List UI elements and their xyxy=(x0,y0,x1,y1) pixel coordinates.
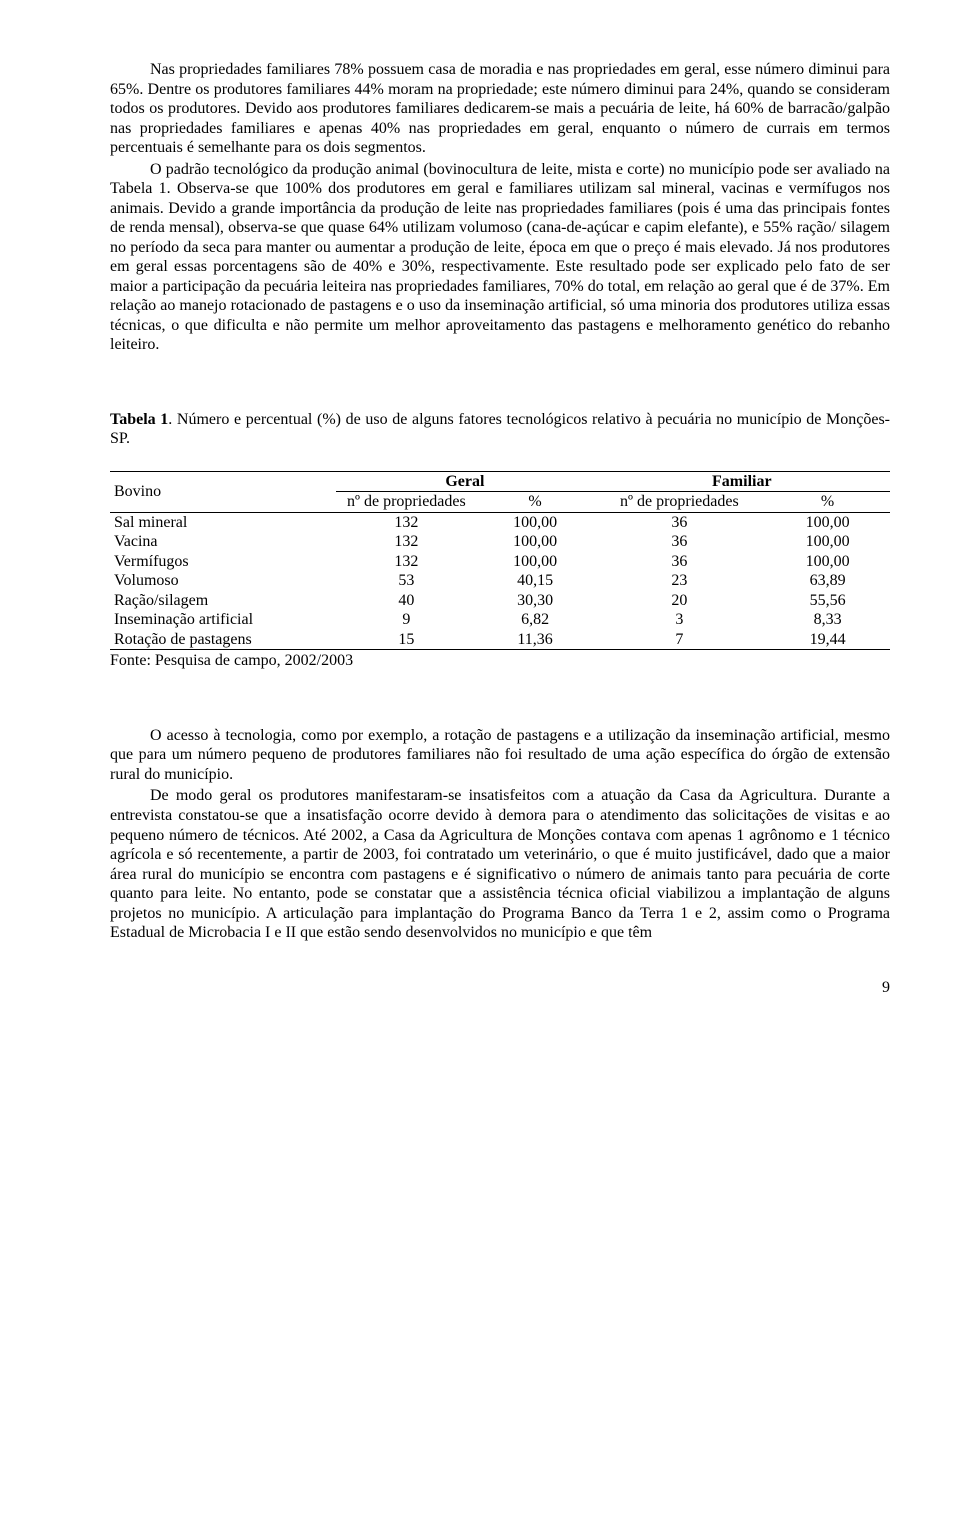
table-cell: 100,00 xyxy=(477,512,594,532)
table-cell: Vermífugos xyxy=(110,552,336,572)
table-sub-header: % xyxy=(477,492,594,513)
table-cell: 36 xyxy=(594,512,766,532)
table-cell: 63,89 xyxy=(765,571,890,591)
table-cell: 8,33 xyxy=(765,610,890,630)
body-paragraph: Nas propriedades familiares 78% possuem … xyxy=(110,60,890,158)
table-row: Ração/silagem4030,302055,56 xyxy=(110,591,890,611)
data-table: Bovino Geral Familiar nº de propriedades… xyxy=(110,471,890,651)
table-cell: Vacina xyxy=(110,532,336,552)
table-caption-label: Tabela 1 xyxy=(110,411,168,428)
table-cell: 23 xyxy=(594,571,766,591)
table-sub-header: % xyxy=(765,492,890,513)
table-row: Volumoso5340,152363,89 xyxy=(110,571,890,591)
table-cell: 53 xyxy=(336,571,476,591)
table-source: Fonte: Pesquisa de campo, 2002/2003 xyxy=(110,651,890,671)
table-sub-header: nº de propriedades xyxy=(594,492,766,513)
table-cell: 100,00 xyxy=(477,532,594,552)
page-number: 9 xyxy=(110,978,890,998)
table-row: Rotação de pastagens1511,36719,44 xyxy=(110,630,890,650)
table-cell: 40 xyxy=(336,591,476,611)
table-cell: 100,00 xyxy=(765,512,890,532)
table-cell: 11,36 xyxy=(477,630,594,650)
table-cell: 132 xyxy=(336,532,476,552)
table-cell: 19,44 xyxy=(765,630,890,650)
body-paragraph: O padrão tecnológico da produção animal … xyxy=(110,160,890,355)
table-cell: 36 xyxy=(594,532,766,552)
table-sub-header: nº de propriedades xyxy=(336,492,476,513)
table-cell: Ração/silagem xyxy=(110,591,336,611)
table-cell: 3 xyxy=(594,610,766,630)
table-cell: 132 xyxy=(336,512,476,532)
table-cell: 100,00 xyxy=(765,532,890,552)
table-cell: 9 xyxy=(336,610,476,630)
table-cell: 20 xyxy=(594,591,766,611)
table-cell: Rotação de pastagens xyxy=(110,630,336,650)
table-cell: 100,00 xyxy=(477,552,594,572)
table-cell: 40,15 xyxy=(477,571,594,591)
body-paragraph: De modo geral os produtores manifestaram… xyxy=(110,786,890,942)
table-caption: Tabela 1. Número e percentual (%) de uso… xyxy=(110,410,890,449)
table-group-header: Geral xyxy=(336,471,593,492)
table-group-header: Familiar xyxy=(594,471,890,492)
table-row: Vacina132100,0036100,00 xyxy=(110,532,890,552)
table-row: Sal mineral132100,0036100,00 xyxy=(110,512,890,532)
table-row-header: Bovino xyxy=(110,471,336,512)
table-cell: 55,56 xyxy=(765,591,890,611)
table-cell: Inseminação artificial xyxy=(110,610,336,630)
table-cell: 100,00 xyxy=(765,552,890,572)
table-cell: 15 xyxy=(336,630,476,650)
table-cell: 36 xyxy=(594,552,766,572)
table-row: Inseminação artificial96,8238,33 xyxy=(110,610,890,630)
table-caption-text: . Número e percentual (%) de uso de algu… xyxy=(110,411,890,448)
table-cell: 132 xyxy=(336,552,476,572)
table-cell: Volumoso xyxy=(110,571,336,591)
body-paragraph: O acesso à tecnologia, como por exemplo,… xyxy=(110,726,890,785)
table-cell: Sal mineral xyxy=(110,512,336,532)
table-cell: 6,82 xyxy=(477,610,594,630)
table-cell: 30,30 xyxy=(477,591,594,611)
table-cell: 7 xyxy=(594,630,766,650)
table-row: Vermífugos132100,0036100,00 xyxy=(110,552,890,572)
